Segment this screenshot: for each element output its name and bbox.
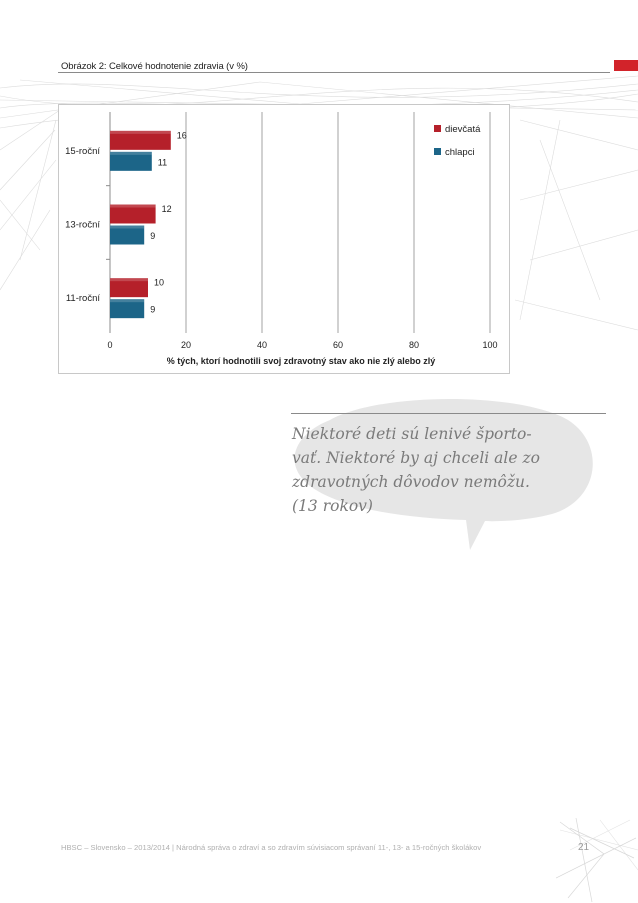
bar-girls	[110, 204, 156, 224]
x-tick-label: 0	[107, 340, 112, 350]
chart-x-ticks: 0 20 40 60 80 100	[107, 340, 497, 350]
caption-divider	[58, 72, 610, 73]
speech-bubble-shape	[294, 399, 593, 550]
red-accent-tab	[614, 60, 638, 71]
footer-decoration	[556, 818, 637, 903]
bar-value-label: 10	[154, 278, 164, 288]
legend-label-boys: chlapci	[445, 147, 475, 158]
x-tick-label: 80	[409, 340, 419, 350]
quote-divider	[291, 413, 606, 414]
category-label: 11-roční	[66, 293, 101, 304]
bar-value-label: 16	[177, 130, 187, 140]
x-tick-label: 60	[333, 340, 343, 350]
bar-boys	[110, 151, 152, 171]
chart-bars	[110, 130, 171, 319]
bar-girls	[110, 130, 171, 150]
x-axis-label: % tých, ktorí hodnotili svoj zdravotný s…	[167, 356, 436, 366]
x-tick-label: 40	[257, 340, 267, 350]
bar-highlight	[110, 278, 148, 282]
bar-highlight	[110, 204, 156, 208]
chart-bar-labels: 16 11 12 9 10 9	[150, 130, 187, 314]
category-label: 15-roční	[65, 146, 100, 157]
figure-caption: Obrázok 2: Celkové hodnotenie zdravia (v…	[61, 61, 248, 72]
category-label: 13-roční	[65, 220, 100, 231]
x-tick-label: 20	[181, 340, 191, 350]
pull-quote: Niektoré deti sú lenivé športo- vať. Nie…	[292, 422, 592, 518]
bar-highlight	[110, 299, 145, 303]
bar-boys	[110, 299, 145, 319]
legend-swatch-girls	[434, 125, 441, 132]
quote-line: zdravotných dôvodov nemôžu.	[292, 473, 530, 491]
bar-value-label: 9	[150, 305, 155, 315]
x-tick-label: 100	[482, 340, 497, 350]
footer-publication-line: HBSC – Slovensko – 2013/2014 | Národná s…	[61, 843, 482, 852]
page-number: 21	[578, 842, 590, 853]
bar-girls	[110, 278, 148, 298]
bar-value-label: 11	[158, 157, 167, 167]
chart-category-labels: 15-roční 13-roční 11-roční	[65, 146, 100, 304]
legend-label-girls: dievčatá	[445, 124, 481, 135]
quote-line: Niektoré deti sú lenivé športo-	[292, 425, 532, 443]
bar-highlight	[110, 130, 171, 134]
bar-value-label: 12	[162, 204, 172, 214]
quote-line: vať. Niektoré by aj chceli ale zo	[292, 449, 540, 467]
chart-gridlines	[185, 112, 491, 333]
bar-highlight	[110, 151, 152, 155]
bar-boys	[110, 225, 145, 245]
health-rating-bar-chart: 16 11 12 9 10 9 15-roční 13-roční 11-roční 0 20 4…	[58, 104, 510, 374]
quote-line: (13 rokov)	[292, 497, 373, 515]
chart-legend: dievčatá chlapci	[434, 124, 481, 158]
legend-swatch-boys	[434, 148, 441, 155]
bar-highlight	[110, 225, 145, 229]
bar-value-label: 9	[150, 231, 155, 241]
